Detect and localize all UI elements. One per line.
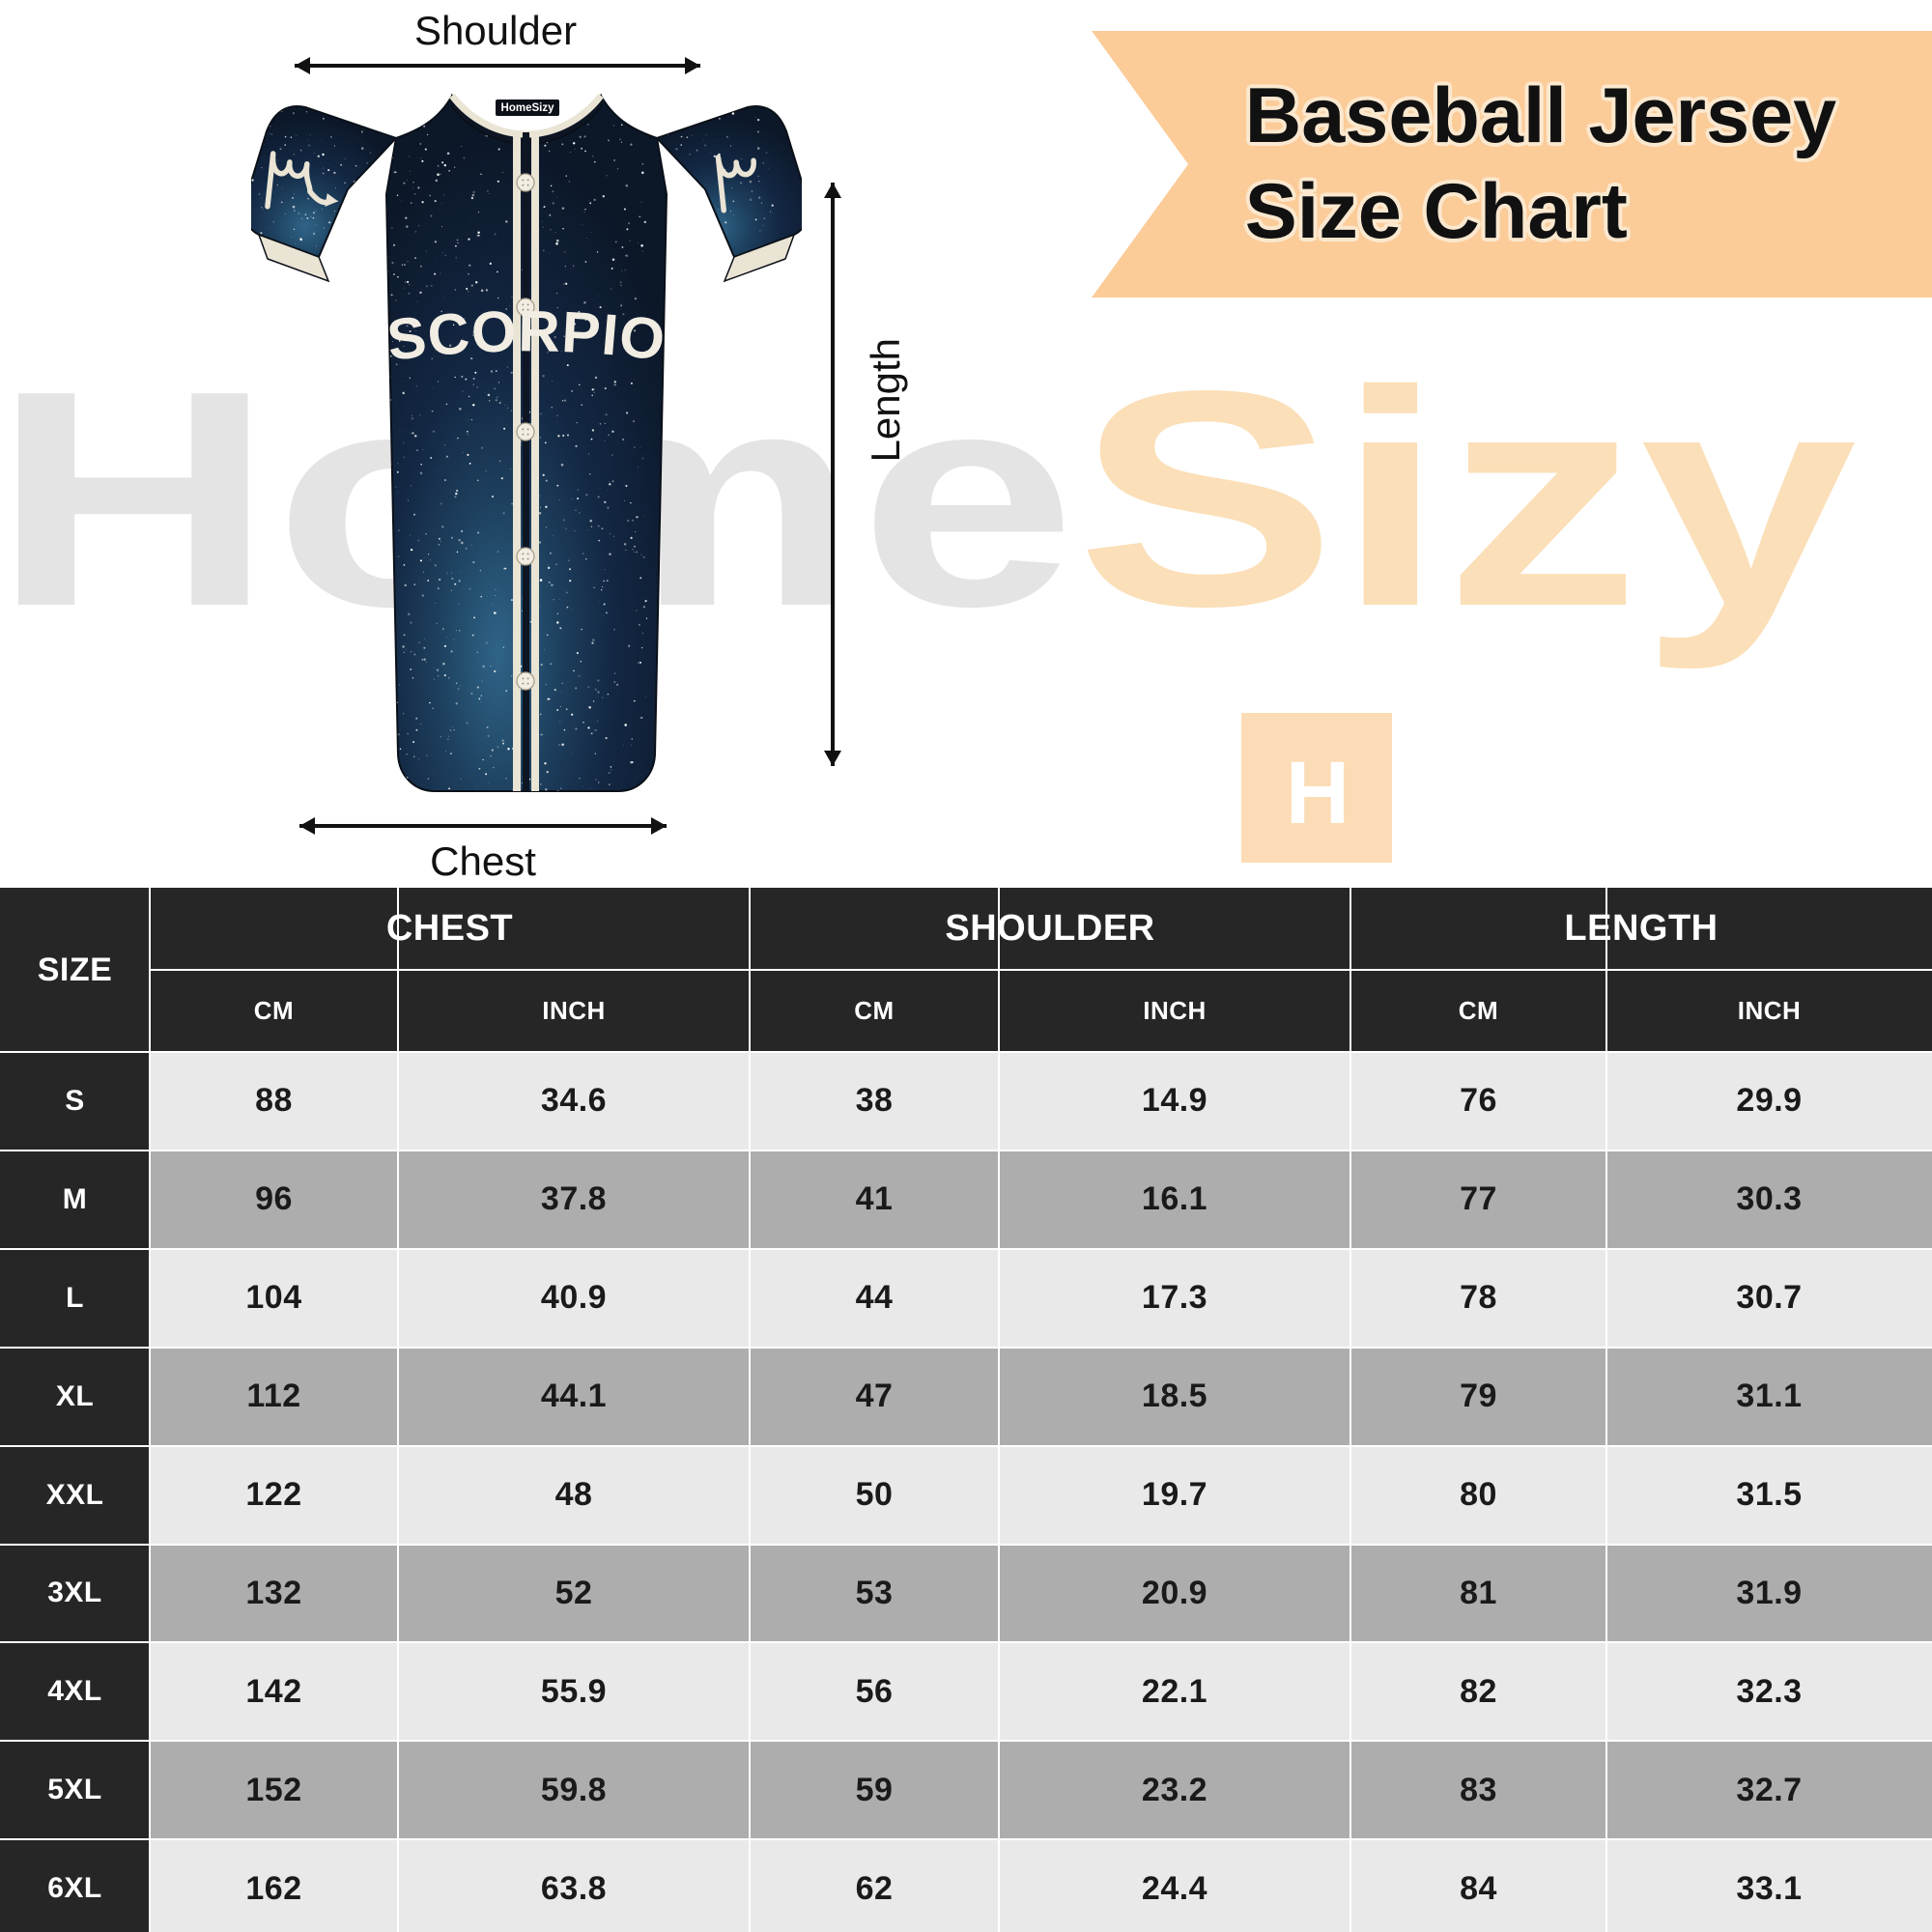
svg-text:HomeSizy: HomeSizy: [501, 102, 555, 114]
svg-text:SCORPIO: SCORPIO: [384, 298, 668, 373]
svg-text:H: H: [1286, 744, 1350, 842]
